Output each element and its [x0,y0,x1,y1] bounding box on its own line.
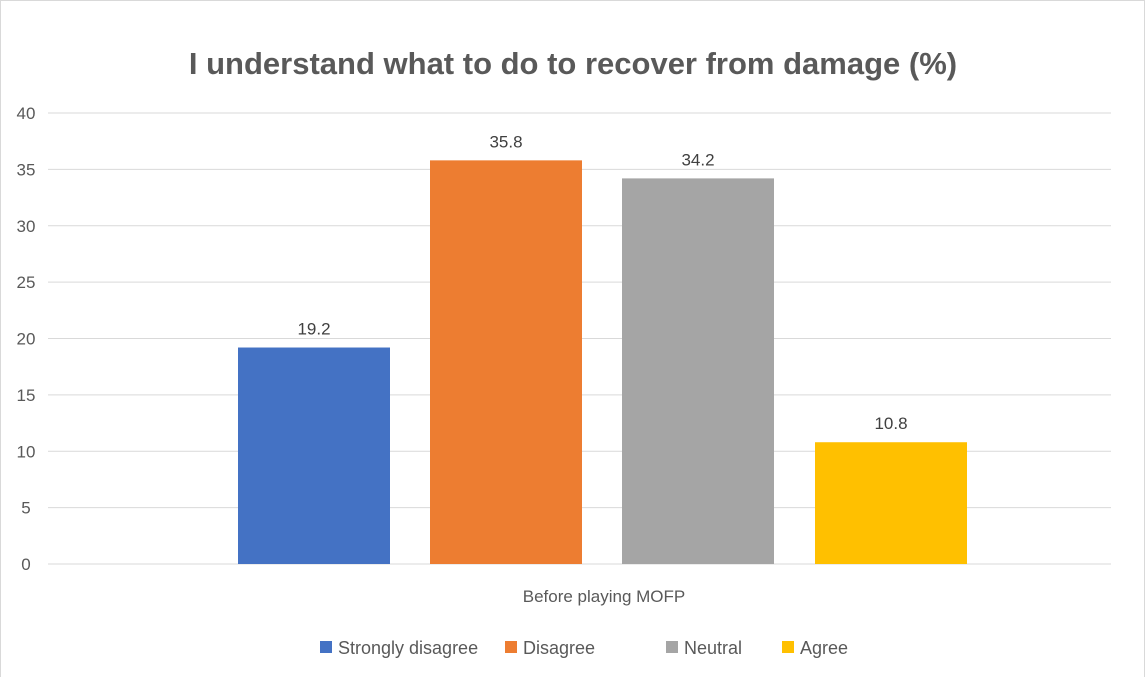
y-tick-label: 25 [17,273,36,292]
bar-strongly-disagree [238,347,390,564]
legend-label-agree: Agree [800,638,848,658]
bar-disagree [430,160,582,565]
y-tick-label: 20 [17,330,36,349]
y-tick-label: 35 [17,160,36,179]
x-axis-category-labels: Before playing MOFP [523,587,686,606]
bar-agree [815,442,967,564]
legend-swatch-strongly-disagree [320,641,332,653]
data-labels: 19.2 35.8 34.2 10.8 [297,132,907,433]
legend-swatch-disagree [505,641,517,653]
y-tick-label: 0 [21,555,30,574]
data-label-strongly-disagree: 19.2 [297,320,330,339]
legend-label-disagree: Disagree [523,638,595,658]
chart-title: I understand what to do to recover from … [189,46,957,81]
bar-neutral [622,178,774,564]
legend-swatch-agree [782,641,794,653]
legend: Strongly disagree Disagree Neutral Agree [320,638,848,658]
bar-series [238,160,967,565]
legend-label-neutral: Neutral [684,638,742,658]
y-tick-label: 10 [17,442,36,461]
data-label-agree: 10.8 [874,414,907,433]
y-axis-tick-labels: 0 5 10 15 20 25 30 35 40 [17,104,36,574]
y-tick-label: 30 [17,217,36,236]
legend-label-strongly-disagree: Strongly disagree [338,638,478,658]
legend-swatch-neutral [666,641,678,653]
data-label-neutral: 34.2 [681,150,714,169]
y-tick-label: 5 [21,499,30,518]
data-label-disagree: 35.8 [489,132,522,151]
y-tick-label: 40 [17,104,36,123]
y-tick-label: 15 [17,386,36,405]
category-label: Before playing MOFP [523,587,686,606]
